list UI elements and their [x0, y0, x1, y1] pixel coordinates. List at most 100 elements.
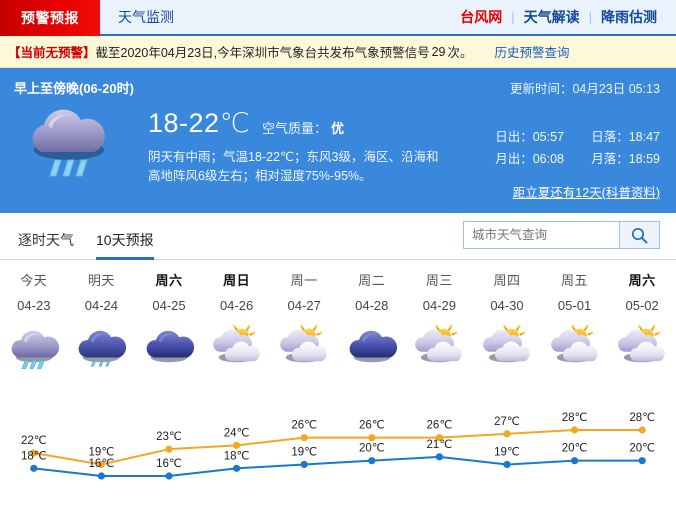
partly-cloudy-icon: [541, 313, 609, 369]
low-temp-line: [33, 455, 643, 477]
alert-signal-count: 29: [431, 44, 446, 59]
low-temp-label: 19℃: [291, 447, 317, 459]
forecast-day-column[interactable]: 周二 04-28: [338, 260, 406, 369]
forecast-day-column[interactable]: 周四 04-30: [473, 260, 541, 369]
low-temp-label: 16℃: [156, 458, 182, 470]
high-temp-label: 28℃: [562, 412, 588, 424]
forecast-day-date: 05-01: [557, 298, 592, 313]
alert-history-link[interactable]: 历史预警查询: [494, 46, 570, 60]
current-weather-panel: 早上至傍晚(06-20时) 更新时间：04月23日 05:13: [0, 68, 676, 213]
high-temp-line: [33, 429, 643, 466]
high-temp-label: 22℃: [21, 435, 47, 447]
temperature-chart: 22℃ 19℃ 23℃ 24℃ 26℃ 26℃ 26℃ 27℃ 28℃ 28℃ 18℃ 16℃ 16℃ 1…: [0, 406, 676, 484]
alert-text-after: 次。: [447, 46, 473, 60]
temperature-line-chart: 22℃19℃23℃ 24℃26℃ 26℃ 26℃ 27℃ 28℃ 28℃18℃16℃ 16℃1…: [21, 412, 655, 480]
light-rain-icon: [68, 313, 136, 369]
forecast-day-name: 周五: [561, 273, 589, 288]
forecast-day-column[interactable]: 周六 05-02: [608, 260, 676, 369]
moonrise-time: 月出：06:08: [495, 152, 564, 166]
forecast-day-column[interactable]: 周三 04-29: [406, 260, 474, 369]
low-temp-point[interactable]: [503, 460, 511, 469]
air-quality-label: 空气质量：: [262, 121, 328, 136]
low-temp-label: 20℃: [629, 443, 655, 455]
low-temp-point[interactable]: [300, 460, 308, 469]
low-temp-point[interactable]: [638, 457, 646, 465]
search-input[interactable]: [464, 222, 619, 248]
forecast-day-date: 04-23: [17, 298, 51, 313]
forecast-day-name: 周日: [223, 273, 251, 288]
city-search: [463, 221, 660, 249]
forecast-day-name: 周三: [425, 273, 453, 288]
ten-day-forecast: 今天 04-23 明天 04-24 周六 04-25: [0, 260, 676, 484]
forecast-day-date: 04-28: [355, 298, 389, 313]
high-temp-point[interactable]: [30, 449, 38, 457]
low-temp-label: 18℃: [21, 450, 47, 462]
high-temp-label: 24℃: [224, 427, 250, 439]
low-temp-point[interactable]: [368, 457, 376, 465]
high-temp-point[interactable]: [165, 445, 173, 453]
low-temp-point[interactable]: [233, 464, 241, 472]
nav-separator-2: |: [588, 9, 592, 25]
nav-tab-weather-monitor[interactable]: 天气监测: [118, 9, 174, 25]
forecast-day-columns: 今天 04-23 明天 04-24 周六 04-25: [0, 260, 676, 369]
high-temp-point[interactable]: [638, 426, 646, 434]
sunset-time: 日落：18:47: [591, 130, 660, 144]
forecast-day-column[interactable]: 周五 05-01: [541, 260, 609, 369]
forecast-day-name: 周二: [358, 273, 386, 288]
forecast-day-date: 05-02: [625, 298, 659, 313]
partly-cloudy-icon: [608, 313, 676, 369]
low-temp-point[interactable]: [571, 457, 579, 465]
high-temp-point[interactable]: [368, 434, 376, 442]
high-temp-point[interactable]: [503, 430, 511, 438]
forecast-day-date: 04-29: [422, 298, 456, 313]
high-temp-label: 26℃: [427, 420, 453, 432]
top-navigation: 预警预报 天气监测 台风网 | 天气解读 | 降雨估测: [0, 0, 676, 36]
high-temp-point[interactable]: [571, 426, 579, 434]
high-temp-label: 27℃: [494, 416, 520, 428]
high-temp-label: 23℃: [156, 431, 182, 443]
forecast-day-date: 04-24: [84, 298, 119, 313]
air-quality-value: 优: [331, 121, 345, 136]
search-button[interactable]: [619, 222, 659, 248]
partly-cloudy-icon: [270, 313, 338, 369]
current-temperature: 18-22℃: [148, 108, 251, 138]
forecast-day-column[interactable]: 明天 04-24: [68, 260, 136, 369]
low-temp-label: 19℃: [494, 447, 520, 459]
alert-banner: 【当前无预警】 截至2020年04月23日,今年深圳市气象台共发布气象预警信号 …: [0, 36, 676, 68]
forecast-day-column[interactable]: 周六 04-25: [135, 260, 203, 369]
nav-right-links: 台风网 | 天气解读 | 降雨估测: [451, 0, 676, 34]
high-temp-label: 19℃: [89, 447, 115, 459]
high-temp-point[interactable]: [97, 460, 105, 469]
forecast-day-name: 今天: [20, 273, 48, 288]
high-temp-label: 26℃: [359, 420, 385, 432]
sun-moon-times: 日出：05:57 日落：18:47 月出：06:08 月落：18:59: [495, 126, 660, 170]
moonset-time: 月落：18:59: [591, 152, 660, 166]
partly-cloudy-icon: [473, 313, 541, 369]
forecast-day-column[interactable]: 今天 04-23: [0, 260, 68, 369]
season-countdown-link[interactable]: 距立夏还有12天(科普资料): [512, 186, 660, 200]
low-temp-point[interactable]: [97, 472, 105, 480]
forecast-day-name: 周四: [493, 273, 521, 288]
forecast-day-name: 明天: [87, 273, 115, 288]
high-temp-point[interactable]: [435, 434, 443, 442]
low-temp-point[interactable]: [165, 472, 173, 480]
low-temp-point[interactable]: [435, 453, 443, 461]
tab-ten-day-forecast[interactable]: 10天预报: [96, 213, 154, 260]
nav-link-typhoon[interactable]: 台风网: [460, 9, 503, 25]
low-temp-point[interactable]: [30, 464, 38, 472]
tab-hourly-weather[interactable]: 逐时天气: [18, 231, 74, 248]
high-temp-point[interactable]: [233, 441, 241, 449]
forecast-day-column[interactable]: 周一 04-27: [270, 260, 338, 369]
nav-link-rain-estimate[interactable]: 降雨估测: [601, 9, 657, 25]
nav-link-weather-analysis[interactable]: 天气解读: [523, 9, 580, 25]
high-temp-point[interactable]: [300, 434, 308, 442]
forecast-day-name: 周一: [290, 273, 318, 288]
low-temp-label: 18℃: [224, 450, 250, 462]
moderate-rain-icon: [0, 313, 68, 369]
forecast-day-date: 04-25: [152, 298, 186, 313]
nav-tab-alert-forecast[interactable]: 预警预报: [0, 0, 100, 36]
nav-separator-1: |: [511, 9, 515, 25]
alert-text-before: 截至2020年04月23日,今年深圳市气象台共发布气象预警信号: [95, 46, 430, 60]
forecast-day-date: 04-27: [287, 298, 321, 313]
forecast-day-column[interactable]: 周日 04-26: [203, 260, 271, 369]
